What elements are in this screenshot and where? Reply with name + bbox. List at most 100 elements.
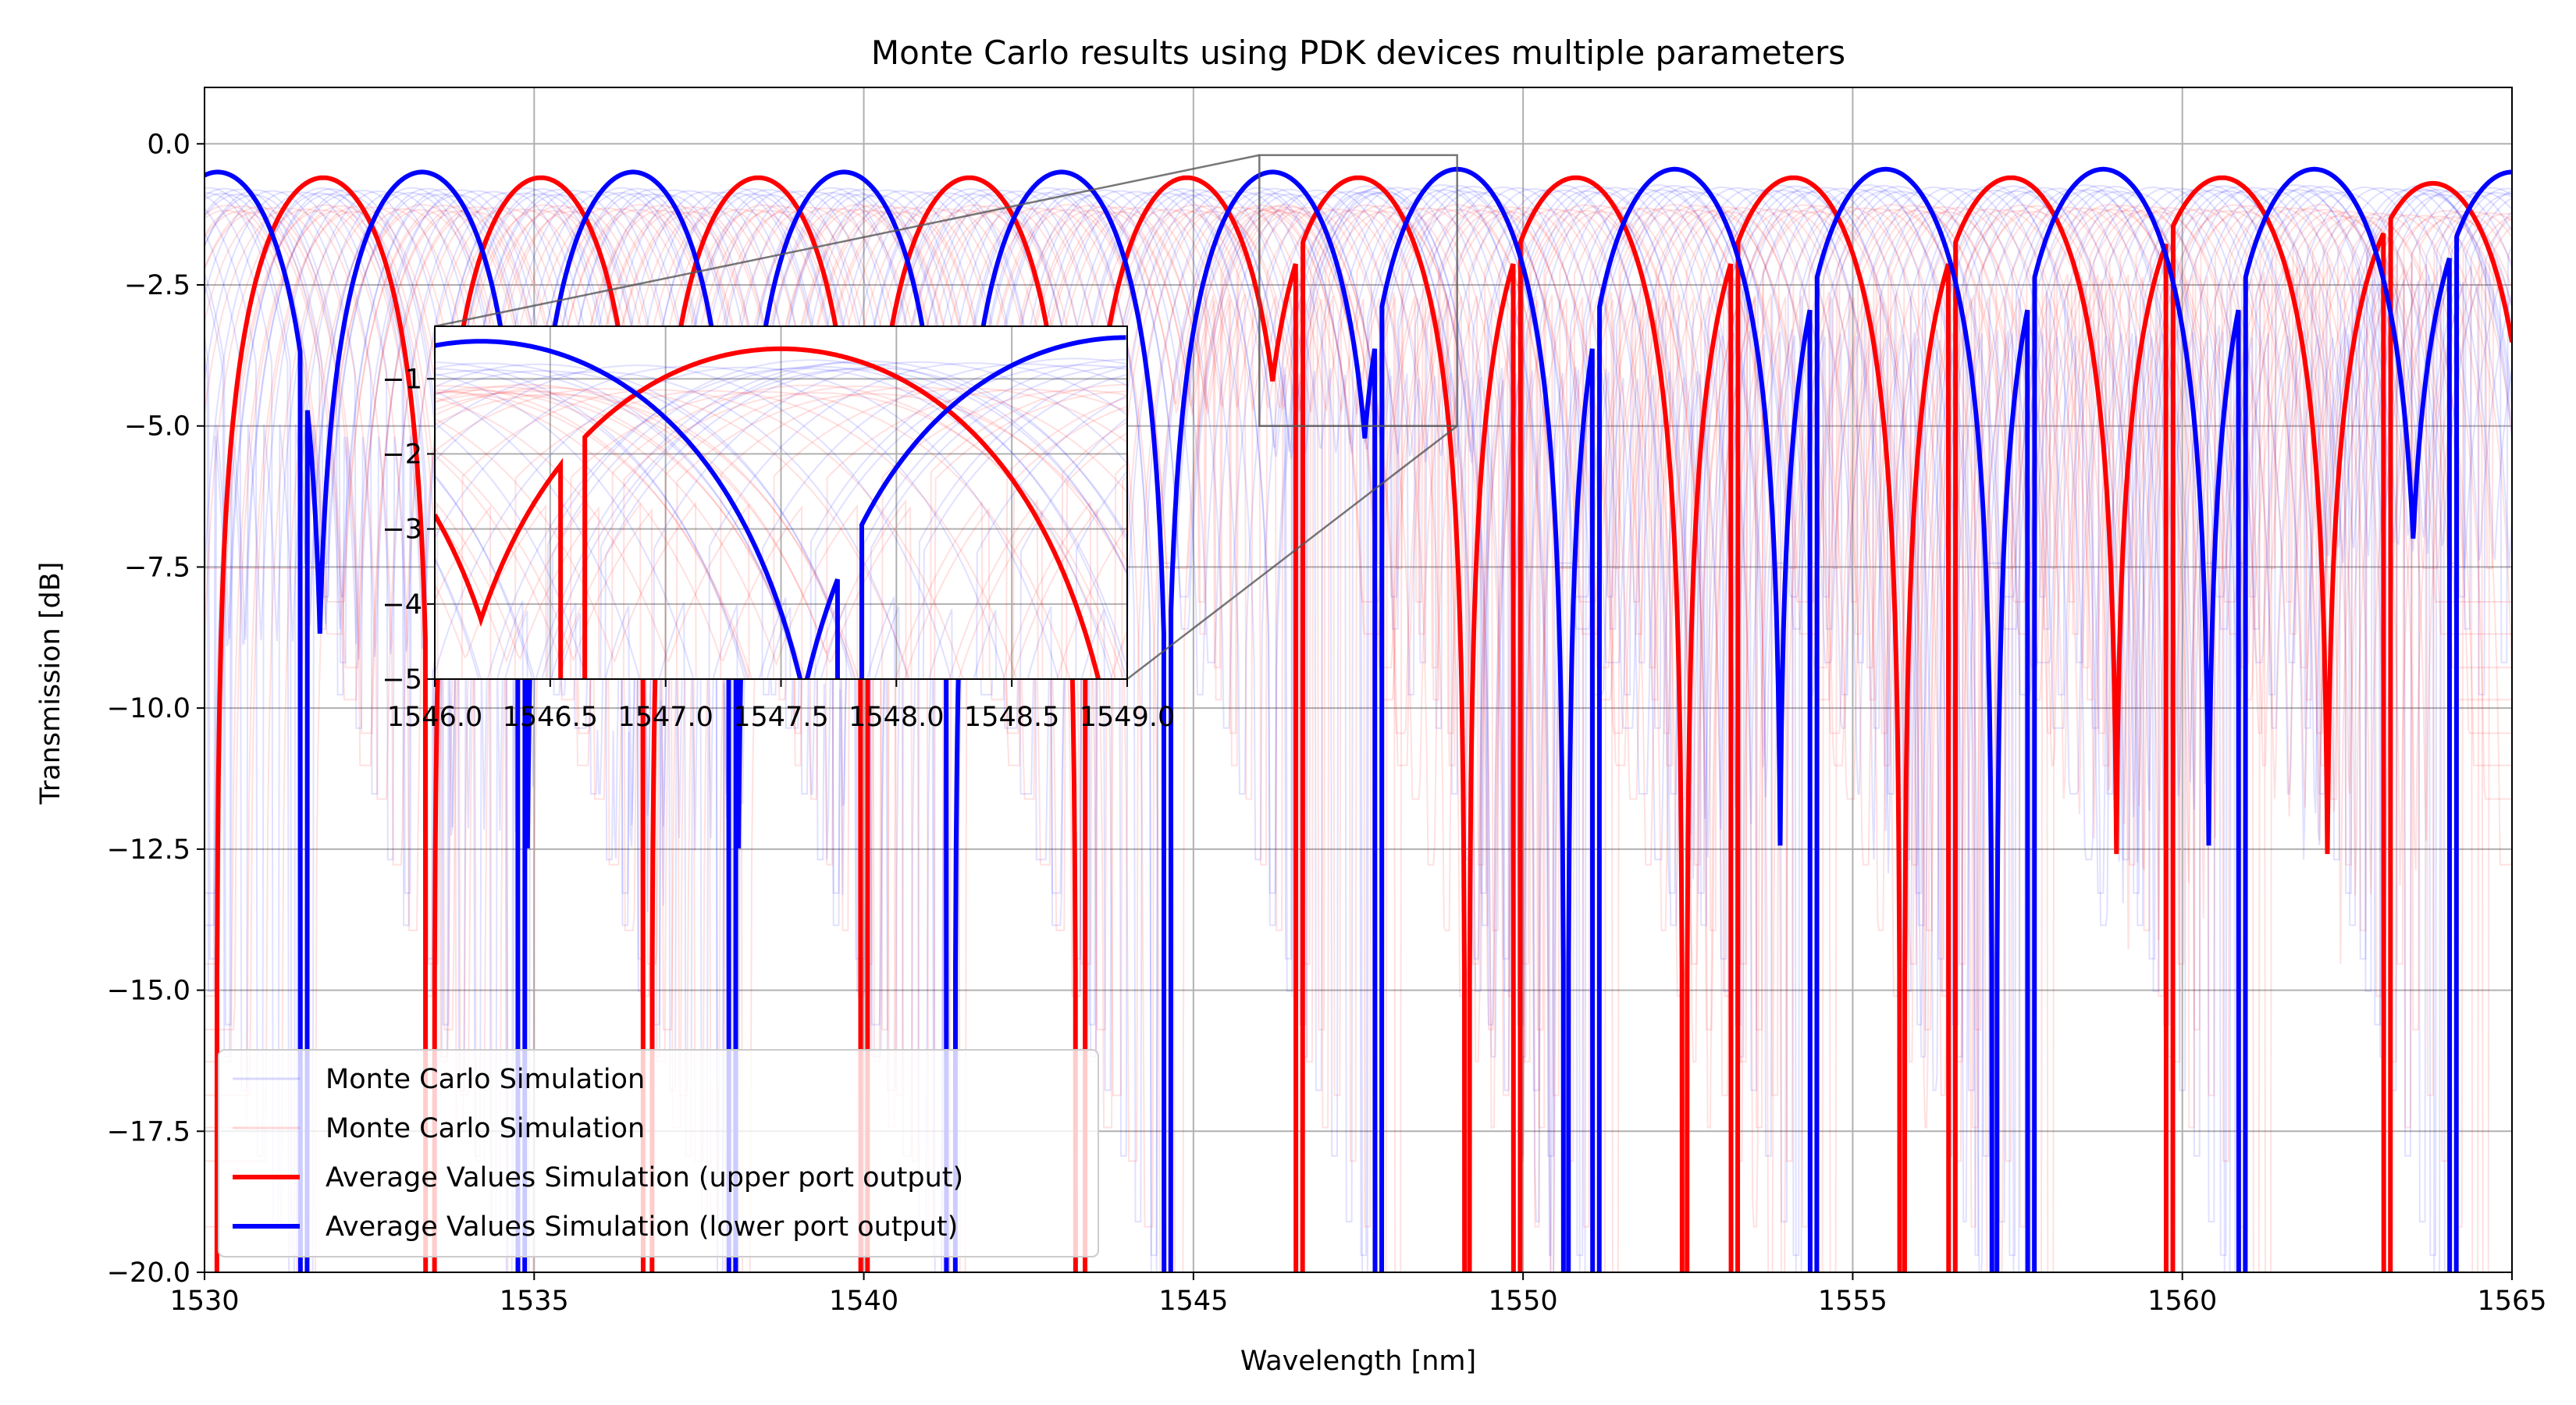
main-y-tick-label: −17.5 bbox=[107, 1116, 190, 1147]
monte-carlo-run-inset bbox=[435, 358, 1127, 679]
main-y-tick-label: −20.0 bbox=[107, 1257, 190, 1289]
inset-axes: 1546.0 1546.5 1547.0 1547.5 1548.0 1548.5 1549… bbox=[382, 325, 1175, 733]
monte-carlo-run-inset bbox=[435, 388, 1127, 679]
y-axis-label: Transmission [dB] bbox=[35, 562, 66, 806]
inset-monte-carlo-runs bbox=[435, 357, 1127, 679]
main-axes-frame bbox=[204, 87, 2513, 1273]
monte-carlo-run-inset bbox=[435, 389, 1127, 679]
inset-average-series bbox=[435, 335, 1126, 679]
monte-carlo-run-inset bbox=[435, 388, 1127, 679]
monte-carlo-run-inset bbox=[435, 386, 1127, 679]
monte-carlo-run-inset bbox=[435, 391, 1127, 679]
legend: Monte Carlo Simulation Monte Carlo Simul… bbox=[218, 1049, 1099, 1257]
monte-carlo-run-inset bbox=[435, 389, 1018, 679]
inset-x-tick-label: 1547.5 bbox=[733, 702, 828, 733]
main-y-tick-label: −10.0 bbox=[107, 693, 190, 724]
chart-title: Monte Carlo results using PDK devices mu… bbox=[871, 34, 1845, 72]
monte-carlo-run-main bbox=[315, 204, 2512, 1272]
inset-y-tick-label: −3 bbox=[382, 514, 422, 546]
legend-frame bbox=[218, 1049, 1099, 1257]
monte-carlo-run-main bbox=[205, 208, 2512, 569]
monte-carlo-run-main bbox=[205, 190, 2512, 992]
main-x-tick-label: 1545 bbox=[1158, 1286, 1228, 1317]
main-average-series bbox=[205, 166, 2512, 1272]
monte-carlo-run-main bbox=[205, 187, 2512, 1091]
monte-carlo-run-inset bbox=[435, 364, 1127, 679]
monte-carlo-run-inset bbox=[435, 385, 1127, 679]
monte-carlo-run-inset bbox=[435, 367, 1127, 679]
main-x-tick-label: 1555 bbox=[1818, 1286, 1888, 1317]
legend-label-mc-blue: Monte Carlo Simulation bbox=[326, 1064, 645, 1095]
inset-y-tick-label: −4 bbox=[382, 589, 422, 621]
monte-carlo-run-inset bbox=[435, 363, 1127, 679]
monte-carlo-run-main bbox=[205, 204, 2512, 965]
series-upper-port-main bbox=[214, 175, 2512, 1272]
inset-x-tick-label: 1549.0 bbox=[1080, 702, 1175, 733]
main-y-tick-label: −12.5 bbox=[107, 834, 190, 866]
monte-carlo-run-inset bbox=[435, 389, 1127, 679]
inset-axis-ticks: 1546.0 1546.5 1547.0 1547.5 1548.0 1548.5 1549… bbox=[382, 364, 1175, 733]
monte-carlo-run-main bbox=[205, 184, 2512, 895]
monte-carlo-run-inset bbox=[535, 361, 1127, 679]
main-y-tick-label: −15.0 bbox=[107, 976, 190, 1007]
main-y-tick-label: −5.0 bbox=[124, 411, 190, 443]
inset-x-tick-label: 1546.5 bbox=[503, 702, 598, 733]
main-y-tick-label: −2.5 bbox=[124, 270, 190, 301]
monte-carlo-run-inset bbox=[435, 365, 1127, 679]
monte-carlo-run-inset bbox=[435, 359, 1127, 679]
monte-carlo-run-main bbox=[205, 187, 2512, 1157]
monte-carlo-run-inset bbox=[435, 393, 1127, 679]
monte-carlo-run-inset bbox=[435, 360, 1127, 679]
inset-x-tick-label: 1548.0 bbox=[849, 702, 944, 733]
series-lower-port-inset bbox=[435, 335, 1126, 679]
legend-label-mc-red: Monte Carlo Simulation bbox=[326, 1113, 645, 1144]
monte-carlo-run-inset bbox=[435, 366, 1105, 679]
monte-carlo-run-main bbox=[205, 188, 2512, 1223]
monte-carlo-run-main bbox=[205, 186, 2512, 598]
x-axis-label: Wavelength [nm] bbox=[1240, 1346, 1476, 1377]
main-y-tick-label: 0.0 bbox=[147, 129, 190, 160]
legend-label-upper-port: Average Values Simulation (upper port ou… bbox=[326, 1162, 963, 1193]
monte-carlo-run-inset bbox=[435, 385, 1127, 679]
inset-x-tick-label: 1548.5 bbox=[964, 702, 1059, 733]
inset-y-tick-label: −1 bbox=[382, 364, 422, 395]
main-x-tick-label: 1535 bbox=[500, 1286, 569, 1317]
main-y-tick-label: −7.5 bbox=[124, 552, 190, 583]
zoom-connector-bottom bbox=[1126, 425, 1458, 680]
monte-carlo-run-main bbox=[205, 190, 2512, 630]
zoom-connector-top bbox=[434, 154, 1260, 328]
series-lower-port-main bbox=[205, 166, 2512, 1272]
zoom-source-box bbox=[1258, 154, 1458, 427]
monte-carlo-run-main bbox=[205, 209, 2512, 998]
monte-carlo-run-inset bbox=[435, 383, 1127, 679]
monte-carlo-run-inset bbox=[435, 365, 1127, 679]
inset-x-tick-label: 1547.0 bbox=[617, 702, 713, 733]
monte-carlo-run-main bbox=[205, 189, 2512, 927]
monte-carlo-run-main bbox=[205, 185, 2512, 960]
main-x-tick-label: 1565 bbox=[2477, 1286, 2546, 1317]
inset-y-tick-label: −5 bbox=[382, 664, 422, 695]
monte-carlo-run-inset bbox=[435, 371, 1127, 679]
monte-carlo-run-inset bbox=[435, 370, 1127, 679]
main-axis-ticks: 1530 1535 1540 1545 1550 1555 1560 1565 0.0 −2.5 −… bbox=[107, 129, 2547, 1317]
monte-carlo-run-main bbox=[205, 211, 2512, 767]
main-x-tick-label: 1550 bbox=[1489, 1286, 1558, 1317]
monte-carlo-run-inset bbox=[435, 387, 1127, 679]
monte-carlo-run-inset bbox=[486, 368, 1113, 679]
monte-carlo-run-inset bbox=[435, 365, 1127, 679]
monte-carlo-run-inset bbox=[435, 391, 1071, 679]
monte-carlo-run-main bbox=[205, 206, 2512, 735]
monte-carlo-run-inset bbox=[435, 390, 1127, 679]
main-x-tick-label: 1540 bbox=[829, 1286, 898, 1317]
monte-carlo-run-inset bbox=[435, 361, 1127, 679]
series-upper-port-inset bbox=[435, 346, 1101, 679]
main-x-tick-label: 1530 bbox=[169, 1286, 239, 1317]
monte-carlo-run-inset bbox=[435, 393, 1127, 679]
monte-carlo-run-inset bbox=[541, 368, 1127, 679]
zoom-indicator bbox=[434, 154, 1458, 680]
legend-label-lower-port: Average Values Simulation (lower port ou… bbox=[326, 1211, 958, 1243]
monte-carlo-run-inset bbox=[435, 386, 1127, 679]
inset-y-tick-label: −2 bbox=[382, 439, 422, 470]
monte-carlo-run-main bbox=[205, 210, 2512, 1063]
